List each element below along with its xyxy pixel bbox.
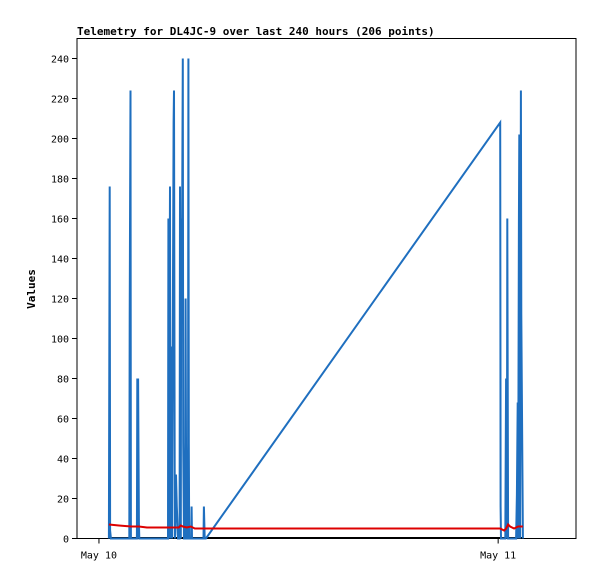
y-tick-label: 160 xyxy=(51,215,69,226)
plot-frame xyxy=(76,38,577,539)
y-tick-label: 60 xyxy=(57,415,69,426)
plot-area xyxy=(107,58,524,540)
y-tick-label: 40 xyxy=(57,455,69,466)
y-axis-label: Values xyxy=(25,269,38,309)
y-tick-label: 0 xyxy=(63,535,69,546)
x-tick-label: May 11 xyxy=(480,551,516,562)
y-tick-label: 200 xyxy=(51,135,69,146)
y-tick-label: 80 xyxy=(57,375,69,386)
series-line-red xyxy=(108,522,523,532)
y-tick-label: 180 xyxy=(51,175,69,186)
y-tick-label: 140 xyxy=(51,255,69,266)
y-tick-label: 100 xyxy=(51,335,69,346)
x-tick-label: May 10 xyxy=(81,551,117,562)
y-tick-label: 240 xyxy=(51,55,69,66)
y-tick-label: 20 xyxy=(57,495,69,506)
series-line-blue xyxy=(107,58,524,540)
y-tick-label: 120 xyxy=(51,295,69,306)
x-axis: May 10 May 11 xyxy=(81,538,516,562)
y-axis: 0 20 40 60 80 100 120 140 160 180 200 220 240 xyxy=(51,55,77,546)
chart-title: Telemetry for DL4JC-9 over last 240 hour… xyxy=(77,25,435,38)
y-tick-label: 220 xyxy=(51,95,69,106)
